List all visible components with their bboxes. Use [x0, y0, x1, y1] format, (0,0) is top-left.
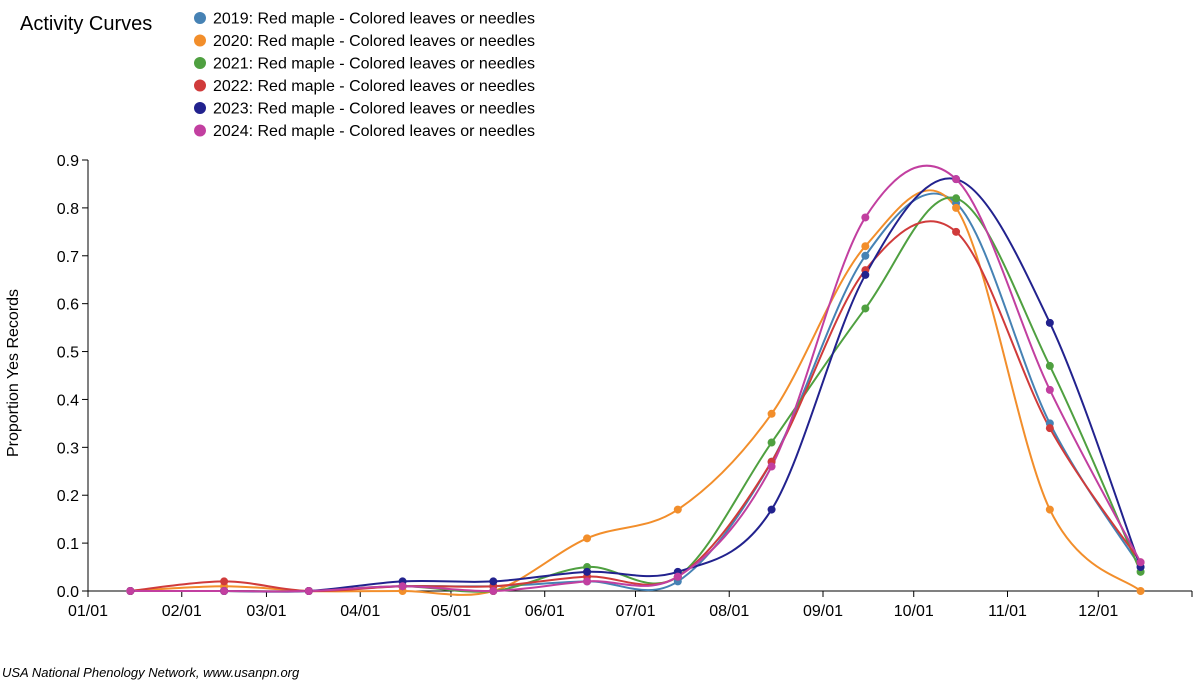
- legend-label-0: 2019: Red maple - Colored leaves or need…: [213, 11, 535, 28]
- series-5-point-7: [767, 462, 776, 471]
- x-tick-label-10: 11/01: [988, 603, 1027, 620]
- legend-label-4: 2023: Red maple - Colored leaves or need…: [213, 101, 535, 118]
- series-5-point-4: [489, 587, 498, 595]
- series-points: [126, 175, 1145, 595]
- y-axis-label: Proportion Yes Records: [5, 289, 22, 457]
- series-2-point-10: [1045, 361, 1054, 370]
- legend-label-1: 2020: Red maple - Colored leaves or need…: [213, 33, 535, 50]
- y-tick-label-7: 0.7: [57, 249, 79, 266]
- series-5-point-3: [398, 582, 407, 591]
- legend-swatch-5: [194, 124, 206, 137]
- series-4-point-7: [767, 505, 776, 514]
- series-5-point-0: [126, 587, 135, 595]
- series-1-point-5: [583, 534, 592, 543]
- series-2-point-7: [767, 438, 776, 447]
- y-tick-label-6: 0.6: [57, 297, 79, 314]
- legend-swatch-0: [194, 12, 206, 24]
- legend-label-2: 2021: Red maple - Colored leaves or need…: [213, 56, 535, 73]
- y-tick-label-2: 0.2: [57, 488, 79, 505]
- series-5-point-6: [673, 572, 682, 581]
- x-tick-label-0: 01/01: [68, 603, 108, 620]
- legend-label-5: 2024: Red maple - Colored leaves or need…: [213, 123, 535, 140]
- series-line-5: [130, 164, 1142, 593]
- series-5-point-9: [952, 175, 961, 184]
- x-tick-label-5: 06/01: [525, 603, 565, 620]
- series-2-point-8: [861, 304, 870, 313]
- series-5-point-1: [220, 587, 229, 595]
- series-5-point-11: [1136, 558, 1145, 567]
- series-4-point-10: [1045, 318, 1054, 327]
- legend-swatch-3: [194, 79, 206, 92]
- y-tick-label-8: 0.8: [57, 201, 79, 218]
- series-3-point-9: [952, 227, 961, 236]
- series-1-point-6: [673, 505, 682, 514]
- series-2-point-9: [952, 194, 961, 203]
- x-tick-label-8: 09/01: [803, 603, 843, 620]
- series-1-point-9: [952, 203, 961, 212]
- legend-swatch-2: [194, 57, 206, 69]
- x-tick-label-11: 12/01: [1078, 603, 1118, 620]
- series-1-point-8: [861, 242, 870, 251]
- legend-label-3: 2022: Red maple - Colored leaves or need…: [213, 78, 535, 95]
- series-4-point-5: [583, 567, 592, 576]
- x-tick-label-2: 03/01: [246, 603, 286, 620]
- legend-swatch-1: [194, 34, 206, 47]
- x-tick-label-7: 08/01: [709, 603, 749, 620]
- series-line-4: [130, 177, 1142, 593]
- series-line-0: [130, 192, 1142, 593]
- series-0-point-8: [861, 251, 870, 260]
- x-tick-label-4: 05/01: [431, 603, 471, 620]
- y-tick-label-3: 0.3: [57, 440, 79, 457]
- y-axis: 0.0 0.1 0.2 0.3 0.4 0.5 0.6 0.7 0.8 0.9: [57, 153, 89, 601]
- x-tick-label-9: 10/01: [894, 603, 934, 620]
- y-tick-label-4: 0.4: [57, 392, 79, 409]
- chart-title: Activity Curves: [20, 13, 152, 35]
- series-1-point-11: [1136, 587, 1145, 595]
- y-tick-label-1: 0.1: [57, 536, 79, 553]
- series-3-point-10: [1045, 424, 1054, 433]
- series-3-point-1: [220, 577, 229, 586]
- x-axis: 01/01 02/01 03/01 04/01 05/01 06/01 07/01 08/01…: [68, 590, 1193, 620]
- x-tick-label-6: 07/01: [615, 603, 655, 620]
- y-tick-label-0: 0.0: [57, 584, 79, 601]
- series-4-point-8: [861, 270, 870, 279]
- series-5-point-10: [1045, 385, 1054, 394]
- x-tick-label-1: 02/01: [162, 603, 202, 620]
- series-5-point-2: [304, 587, 313, 595]
- series-line-3: [130, 220, 1142, 593]
- series-1-point-10: [1045, 505, 1054, 514]
- y-tick-label-9: 0.9: [57, 153, 79, 170]
- y-tick-label-5: 0.5: [57, 345, 79, 362]
- legend: 2019: Red maple - Colored leaves or need…: [194, 11, 535, 140]
- series-5-point-5: [583, 577, 592, 586]
- x-tick-label-3: 04/01: [340, 603, 380, 620]
- series-1-point-7: [767, 409, 776, 418]
- series-line-2: [130, 196, 1142, 593]
- series-line-1: [130, 189, 1142, 596]
- legend-swatch-4: [194, 102, 206, 114]
- series-lines: [130, 164, 1142, 596]
- series-5-point-8: [861, 213, 870, 222]
- series-4-point-4: [489, 577, 498, 586]
- source-credit: USA National Phenology Network, www.usan…: [2, 665, 300, 680]
